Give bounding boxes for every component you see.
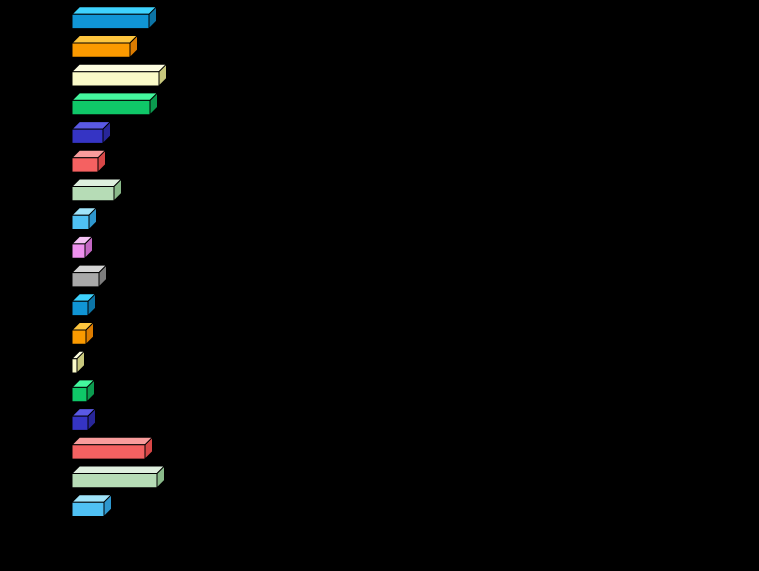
bar-3d: [70, 321, 95, 346]
bar-3d: [70, 407, 97, 432]
bar-top-face: [70, 63, 168, 73]
bar-front-face: [71, 444, 146, 460]
bar-top-face: [70, 436, 154, 446]
bar-3d: [70, 464, 166, 490]
bar-3d: [70, 349, 86, 375]
bar-3d: [70, 5, 158, 30]
bar-top-face: [70, 92, 159, 101]
bar-front-face: [71, 99, 151, 116]
bar-3d: [70, 292, 97, 317]
bar-front-face: [71, 300, 89, 317]
bars-layer: [70, 5, 168, 518]
bar-3d: [70, 378, 96, 403]
bar-front-face: [71, 386, 88, 403]
bar-top-face: [70, 465, 166, 474]
bar-front-face: [71, 42, 131, 58]
bar-front-face: [71, 501, 105, 517]
bar-3d: [70, 206, 98, 231]
bar-3d: [70, 263, 108, 289]
bar-front-face: [71, 473, 158, 489]
bar-3d: [70, 436, 154, 461]
bar-3d: [70, 34, 139, 59]
bar-3d: [70, 493, 113, 518]
bar-3d: [70, 177, 123, 203]
bar-front-face: [71, 214, 90, 230]
bar-top-face: [70, 178, 123, 187]
bar-3d: [70, 235, 94, 260]
bar-top-face: [70, 6, 158, 15]
bar-front-face: [71, 128, 104, 144]
bar-front-face: [71, 329, 87, 345]
bar-front-face: [71, 157, 99, 173]
bar-front-face: [71, 358, 78, 374]
bar-front-face: [71, 71, 160, 87]
bar-3d: [70, 149, 107, 174]
bar-top-face: [70, 35, 139, 44]
bar-front-face: [71, 243, 86, 259]
bar-front-face: [71, 272, 100, 288]
bar-3d: [70, 62, 168, 88]
bar-front-face: [71, 186, 115, 202]
bar-front-face: [71, 13, 150, 30]
bar-front-face: [71, 415, 89, 431]
bar-3d: [70, 120, 112, 145]
bar-3d: [70, 91, 159, 116]
